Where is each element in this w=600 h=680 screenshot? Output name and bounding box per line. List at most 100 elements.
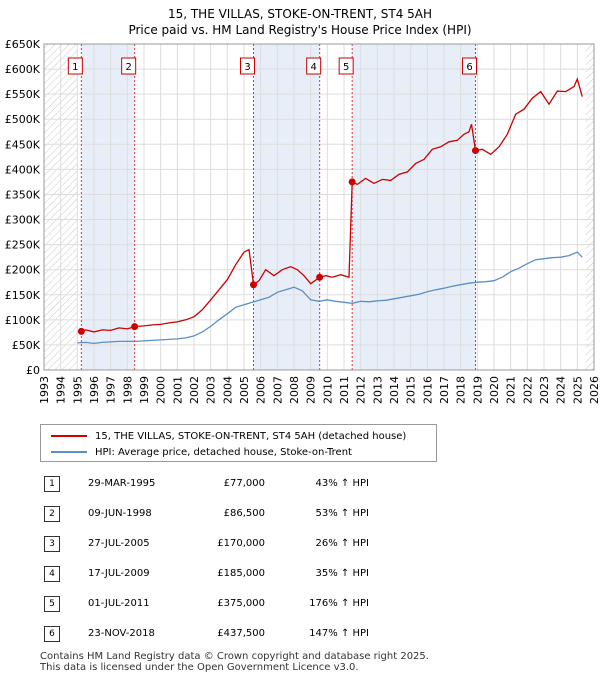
sale-point	[348, 178, 356, 186]
x-tick-label: 2018	[455, 376, 468, 404]
sale-hpi-change: 176% ↑ HPI	[309, 598, 369, 609]
y-tick-label: £150K	[5, 289, 41, 302]
y-tick-label: £400K	[5, 163, 41, 176]
sale-number-box	[338, 57, 354, 75]
plot-frame	[43, 43, 595, 371]
sale-point	[316, 273, 324, 281]
y-tick-label: £100K	[5, 314, 41, 327]
sale-price: £170,000	[217, 538, 265, 549]
table-row: 1 29-MAR-1995 £77,000 43% ↑ HPI	[0, 474, 600, 494]
y-tick-label: £0	[26, 364, 40, 377]
x-tick-label: 2008	[288, 376, 301, 404]
sale-number-label: 1	[72, 62, 78, 73]
footer-line2: This data is licensed under the Open Gov…	[40, 662, 359, 673]
property-price-line	[81, 77, 583, 333]
sale-number-badge: 1	[44, 476, 60, 492]
x-tick-label: 2013	[371, 376, 384, 404]
sale-period-band	[352, 44, 476, 370]
x-tick-label: 1998	[121, 376, 134, 404]
sale-number-box	[67, 57, 83, 75]
legend-item-property: 15, THE VILLAS, STOKE-ON-TRENT, ST4 5AH …	[51, 429, 406, 443]
sale-number-label: 3	[244, 62, 250, 73]
table-row: 3 27-JUL-2005 £170,000 26% ↑ HPI	[0, 534, 600, 554]
sale-date: 29-MAR-1995	[88, 478, 156, 489]
sale-number-badge: 5	[44, 596, 60, 612]
y-tick-label: £300K	[5, 214, 41, 227]
x-tick-label: 1993	[38, 376, 51, 404]
y-tick-label: £600K	[5, 63, 41, 76]
sale-date: 09-JUN-1998	[88, 508, 152, 519]
hpi-line	[77, 251, 583, 345]
y-tick-label: £250K	[5, 239, 41, 252]
x-tick-label: 2015	[405, 376, 418, 404]
y-tick-label: £550K	[5, 88, 41, 101]
legend-property-line	[51, 435, 87, 437]
x-tick-label: 1997	[105, 376, 118, 404]
x-tick-label: 2019	[471, 376, 484, 404]
table-row: 2 09-JUN-1998 £86,500 53% ↑ HPI	[0, 504, 600, 524]
sale-hpi-change: 43% ↑ HPI	[315, 478, 369, 489]
chart-title-line2: Price paid vs. HM Land Registry's House …	[128, 23, 472, 37]
sale-period-band	[81, 44, 135, 370]
y-tick-label: £650K	[5, 38, 41, 51]
x-tick-label: 2004	[221, 376, 234, 404]
hatch-region-after	[585, 44, 594, 370]
y-tick-label: £450K	[5, 138, 41, 151]
x-tick-label: 2006	[255, 376, 268, 404]
legend-hpi-label: HPI: Average price, detached house, Stok…	[95, 446, 352, 458]
x-tick-label: 2009	[305, 376, 318, 404]
x-tick-label: 2016	[421, 376, 434, 404]
sale-hpi-change: 53% ↑ HPI	[315, 508, 369, 519]
x-tick-label: 2000	[155, 376, 168, 404]
x-tick-label: 2010	[321, 376, 334, 404]
sale-point	[250, 281, 257, 289]
sale-number-box	[240, 57, 255, 75]
sale-point	[131, 323, 139, 331]
y-tick-label: £500K	[5, 113, 41, 126]
x-tick-label: 2021	[505, 376, 518, 404]
sale-number-box	[462, 57, 477, 75]
sale-price: £86,500	[223, 508, 265, 519]
table-row: 5 01-JUL-2011 £375,000 176% ↑ HPI	[0, 594, 600, 614]
chart-title-line1: 15, THE VILLAS, STOKE-ON-TRENT, ST4 5AH	[167, 7, 433, 21]
price-chart: 1 2 3 4 5 6 £0 £50K £100K £150K £200K £250K £300K £35…	[5, 38, 600, 404]
sale-number-label: 2	[125, 62, 131, 73]
x-tick-label: 2022	[521, 376, 534, 404]
sale-hpi-change: 35% ↑ HPI	[315, 568, 369, 579]
sale-date: 01-JUL-2011	[88, 598, 150, 609]
x-tick-label: 1995	[71, 376, 84, 404]
x-tick-label: 1994	[55, 376, 68, 404]
chart-title: 15, THE VILLAS, STOKE-ON-TRENT, ST4 5AH …	[0, 6, 600, 38]
sale-point	[77, 327, 85, 335]
x-tick-label: 2012	[355, 376, 368, 404]
x-tick-label: 2026	[588, 376, 600, 404]
y-tick-label: £50K	[12, 339, 41, 352]
sale-date: 17-JUL-2009	[88, 568, 150, 579]
sale-price: £375,000	[217, 598, 265, 609]
x-tick-label: 1996	[88, 376, 101, 404]
x-tick-label: 2007	[271, 376, 284, 404]
sale-date: 23-NOV-2018	[88, 628, 155, 639]
sale-hpi-change: 26% ↑ HPI	[315, 538, 369, 549]
sale-number-box	[121, 57, 137, 75]
x-tick-label: 2002	[188, 376, 201, 404]
x-tick-label: 2003	[205, 376, 218, 404]
x-tick-label: 1999	[138, 376, 151, 404]
x-tick-label: 2001	[171, 376, 184, 404]
x-tick-label: 2024	[555, 376, 568, 404]
x-tick-label: 2023	[538, 376, 551, 404]
y-tick-label: £200K	[5, 264, 41, 277]
legend-item-hpi: HPI: Average price, detached house, Stok…	[51, 445, 352, 459]
x-tick-label: 2020	[488, 376, 501, 404]
sale-number-badge: 4	[44, 566, 60, 582]
sale-hpi-change: 147% ↑ HPI	[309, 628, 369, 639]
sale-number-badge: 3	[44, 536, 60, 552]
footer-line1: Contains HM Land Registry data © Crown c…	[40, 651, 429, 662]
x-tick-label: 2014	[388, 376, 401, 404]
sale-number-label: 5	[343, 62, 349, 73]
sale-number-badge: 2	[44, 506, 60, 522]
x-tick-label: 2025	[571, 376, 584, 404]
legend-hpi-line	[51, 451, 87, 453]
x-tick-label: 2005	[238, 376, 251, 404]
sale-number-label: 6	[466, 62, 472, 73]
